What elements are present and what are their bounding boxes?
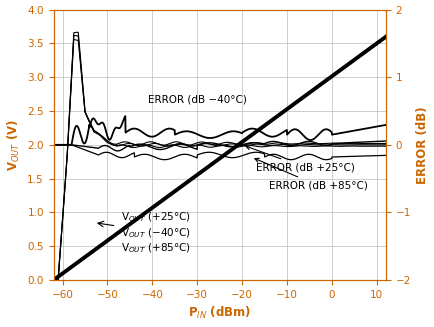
Text: V$_{OUT}$ (−40°C): V$_{OUT}$ (−40°C) (121, 226, 190, 240)
Text: V$_{OUT}$ (+85°C): V$_{OUT}$ (+85°C) (121, 242, 190, 255)
Text: ERROR (dB +25°C): ERROR (dB +25°C) (245, 146, 354, 173)
Y-axis label: ERROR (dB): ERROR (dB) (415, 106, 428, 184)
X-axis label: P$_{IN}$ (dBm): P$_{IN}$ (dBm) (187, 305, 251, 321)
Text: ERROR (dB −40°C): ERROR (dB −40°C) (148, 95, 246, 105)
Text: V$_{OUT}$ (+25°C): V$_{OUT}$ (+25°C) (121, 211, 190, 224)
Text: ERROR (dB +85°C): ERROR (dB +85°C) (254, 158, 367, 191)
Y-axis label: V$_{OUT}$ (V): V$_{OUT}$ (V) (6, 119, 22, 171)
